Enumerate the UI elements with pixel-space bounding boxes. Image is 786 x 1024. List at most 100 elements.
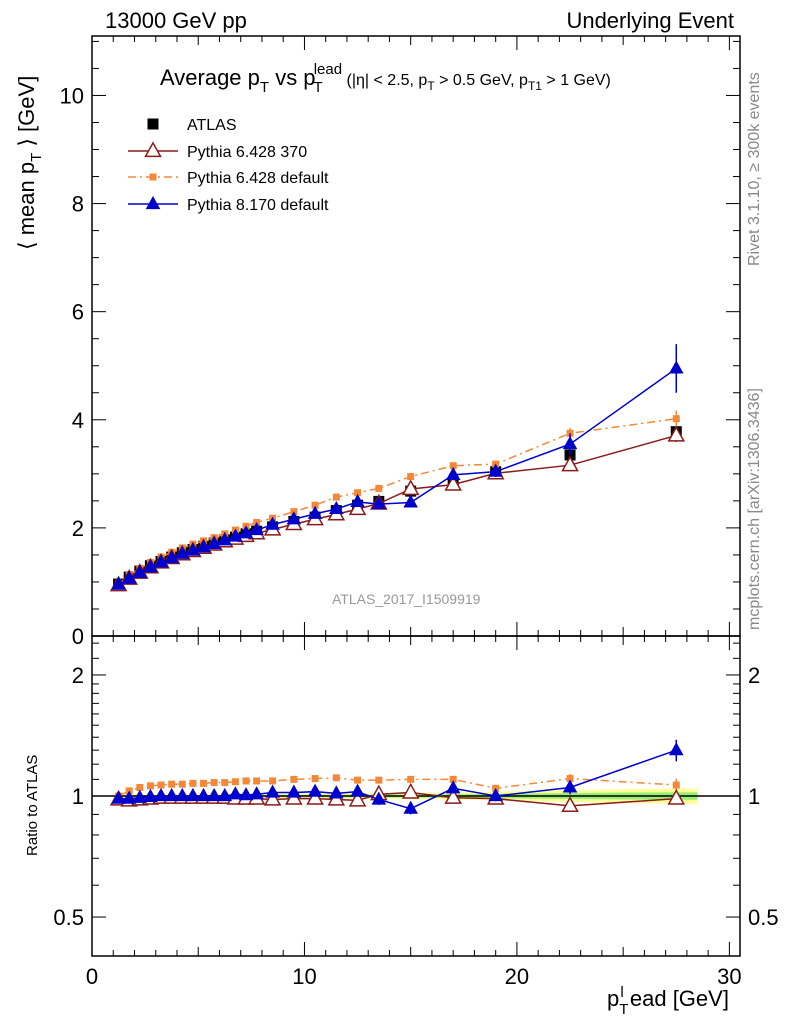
- ratio-pythia6-370-point: [263, 789, 282, 806]
- x-tick-label: 10: [292, 964, 316, 989]
- ratio-y-tick-label: 2: [72, 663, 84, 688]
- ratio-pythia6-default-point: [157, 781, 165, 789]
- pythia6-370-point: [561, 455, 579, 472]
- ratio-pythia6-default-point: [332, 774, 340, 782]
- chart-title: Average pT vs pTlead (|η| < 2.5, pT > 0.…: [160, 61, 611, 96]
- ratio-pythia8-default-point: [228, 786, 243, 800]
- pythia8-default-point: [329, 500, 344, 515]
- legend-marker-p8_def: [145, 195, 161, 210]
- ratio-pythia8-default-point: [206, 787, 222, 802]
- main-plot-axes: 0 2 4 6 8 10: [60, 35, 741, 649]
- ratio-pythia8-default-point: [238, 787, 254, 801]
- legend-marker-p6_370: [144, 141, 162, 158]
- ratio-pythia8-default-point: [265, 784, 280, 798]
- ratio-pythia6-default-point: [189, 779, 197, 787]
- y-tick-label: 8: [72, 192, 84, 217]
- pythia8-default-point: [286, 511, 302, 525]
- ratio-pythia6-default-point: [311, 775, 319, 783]
- pythia8-default-point: [238, 525, 254, 539]
- ratio-pythia8-default-point: [488, 787, 503, 802]
- ratio-pythia6-370-point: [306, 788, 324, 805]
- ratio-pythia8-default-point: [132, 789, 148, 803]
- chart-title-text: Average pT vs pTlead (|η| < 2.5, pT > 0.…: [160, 61, 611, 96]
- pythia6-default-line: [118, 417, 677, 585]
- pythia6-default-point: [672, 415, 680, 423]
- pythia6-default-point: [311, 501, 319, 509]
- y-tick-label: 4: [72, 408, 84, 433]
- pythia8-default-point: [249, 522, 264, 536]
- ratio-pythia8-default-point: [153, 787, 169, 802]
- ratio-pythia6-default-point: [449, 775, 457, 783]
- ratio-y-tick-label: 0.5: [53, 905, 84, 930]
- ratio-pythia8-default-point: [562, 779, 578, 793]
- x-axis-label: pTl ead [GeV]: [607, 984, 729, 1018]
- ratio-pythia6-370-point: [444, 788, 462, 804]
- ratio-pythia6-370-point: [348, 790, 367, 807]
- pythia8-default-point: [206, 536, 222, 550]
- ratio-pythia8-default-point: [350, 783, 365, 797]
- legend-label-p6_370: Pythia 6.428 370: [187, 144, 307, 161]
- ratio-pythia8-default-point: [111, 790, 126, 804]
- ratio-pythia8-default-point: [143, 788, 158, 802]
- ratio-pythia6-370-point: [667, 788, 686, 805]
- ratio-pythia6-default-point: [375, 776, 383, 784]
- legend-label-p8_def: Pythia 8.170 default: [187, 197, 329, 214]
- y-tick-label: 10: [60, 83, 84, 108]
- ratio-pythia6-default-point: [146, 782, 154, 790]
- ratio-pythia6-default-point: [269, 777, 277, 785]
- ratio-pythia8-default-point: [196, 787, 211, 802]
- ratio-pythia8-default-point: [249, 786, 264, 800]
- ratio-pythia8-default-point: [175, 787, 190, 802]
- legend: ATLAS Pythia 6.428 370 Pythia 6.428 defaul…: [128, 117, 329, 214]
- header-right: Underlying Event: [566, 8, 734, 33]
- ratio-pythia8-default-point: [403, 800, 418, 814]
- ratio-pythia8-default-point: [286, 784, 302, 798]
- pythia8-default-point: [164, 550, 179, 564]
- ratio-pythia6-default-point: [231, 778, 239, 786]
- pythia6-default-point: [332, 493, 340, 501]
- pythia8-default-point: [175, 545, 190, 559]
- ratio-pythia8-default-point: [185, 787, 201, 802]
- pythia8-default-point: [307, 505, 323, 519]
- pythia8-default-point: [668, 360, 684, 374]
- pythia6-370-point: [667, 425, 686, 442]
- pythia6-370-point: [401, 479, 420, 496]
- header-left: 13000 GeV pp: [105, 8, 247, 33]
- y-axis-label: ⟨ mean pT ⟩ [GeV]: [14, 76, 45, 250]
- y-tick-label: 0: [72, 624, 84, 649]
- ratio-pythia6-default-point: [200, 779, 208, 787]
- pythia8-default-point: [185, 542, 201, 556]
- pythia8-default-point: [217, 532, 233, 546]
- pythia8-default-point: [350, 493, 365, 508]
- ratio-pythia6-default-point: [221, 779, 229, 787]
- ratio-y-tick-label-right: 2: [748, 663, 760, 688]
- ratio-pythia6-default-point: [210, 779, 218, 787]
- pythia6-370-point: [444, 475, 462, 491]
- pythia8-default-point: [403, 494, 418, 508]
- pythia6-370-line: [118, 434, 677, 586]
- ratio-pythia6-default-point: [407, 775, 415, 783]
- pythia8-default-point: [153, 554, 169, 568]
- y-tick-label: 2: [72, 516, 84, 541]
- ratio-pythia8-default-point: [217, 787, 233, 802]
- ratio-pythia8-default-point: [371, 791, 387, 805]
- pythia8-default-point: [132, 564, 148, 578]
- ratio-pythia6-default-point: [354, 776, 362, 784]
- legend-marker-atlas: [147, 118, 159, 130]
- ratio-pythia6-default-point: [253, 777, 261, 785]
- ratio-pythia8-default-point: [307, 783, 323, 797]
- y-tick-label: 6: [72, 300, 84, 325]
- ratio-y-tick-label: 1: [72, 784, 84, 809]
- analysis-watermark: ATLAS_2017_I1509919: [332, 591, 481, 607]
- axis-labels: ⟨ mean pT ⟩ [GeV] Ratio to ATLAS pTl ead […: [14, 76, 729, 1018]
- legend-label-p6_def: Pythia 6.428 default: [187, 170, 329, 187]
- ratio-pythia6-370-point: [401, 782, 420, 799]
- ratio-pythia8-default-point: [329, 785, 344, 799]
- x-tick-label: 20: [505, 964, 529, 989]
- ratio-pythia6-default-point: [178, 780, 186, 788]
- pythia8-default-point: [143, 559, 158, 573]
- ratio-pythia6-default-point: [136, 783, 144, 791]
- pythia6-default-point: [449, 462, 457, 470]
- legend-label-atlas: ATLAS: [187, 117, 237, 134]
- pythia6-default-point: [354, 489, 362, 497]
